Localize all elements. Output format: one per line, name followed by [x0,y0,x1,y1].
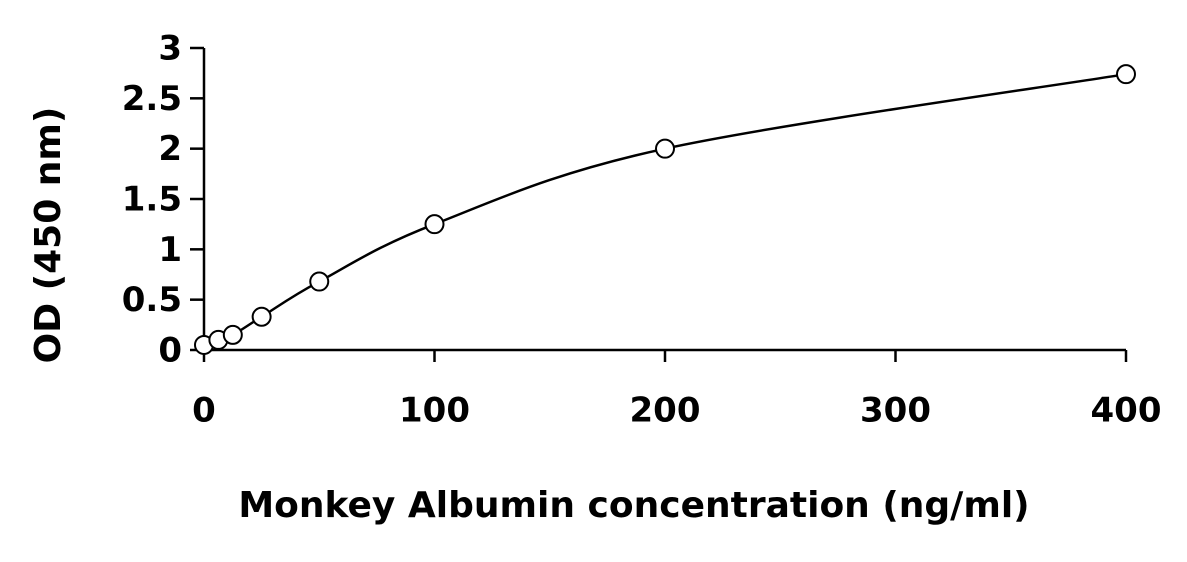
data-point [309,271,330,292]
data-point [222,324,243,345]
y-tick-label: 0.5 [122,280,182,320]
x-tick-label: 0 [192,391,216,431]
data-point [424,214,445,235]
data-point [655,138,675,159]
y-axis-title: OD (450 nm) [28,107,69,364]
x-axis-title: Monkey Albumin concentration (ng/ml) [238,485,1029,526]
x-tick-label: 400 [1091,391,1162,431]
y-tick-label: 2 [158,129,182,169]
x-tick-label: 100 [399,391,470,431]
data-point [251,306,272,327]
y-tick-label: 1.5 [122,180,182,220]
y-tick-label: 3 [158,29,182,69]
x-tick-label: 300 [860,391,931,431]
y-tick-label: 2.5 [122,79,182,119]
data-point [1116,64,1136,85]
fit-curve [203,72,1127,347]
x-tick-label: 200 [630,391,701,431]
y-tick-label: 1 [158,230,182,270]
y-tick-label: 0 [158,331,182,371]
